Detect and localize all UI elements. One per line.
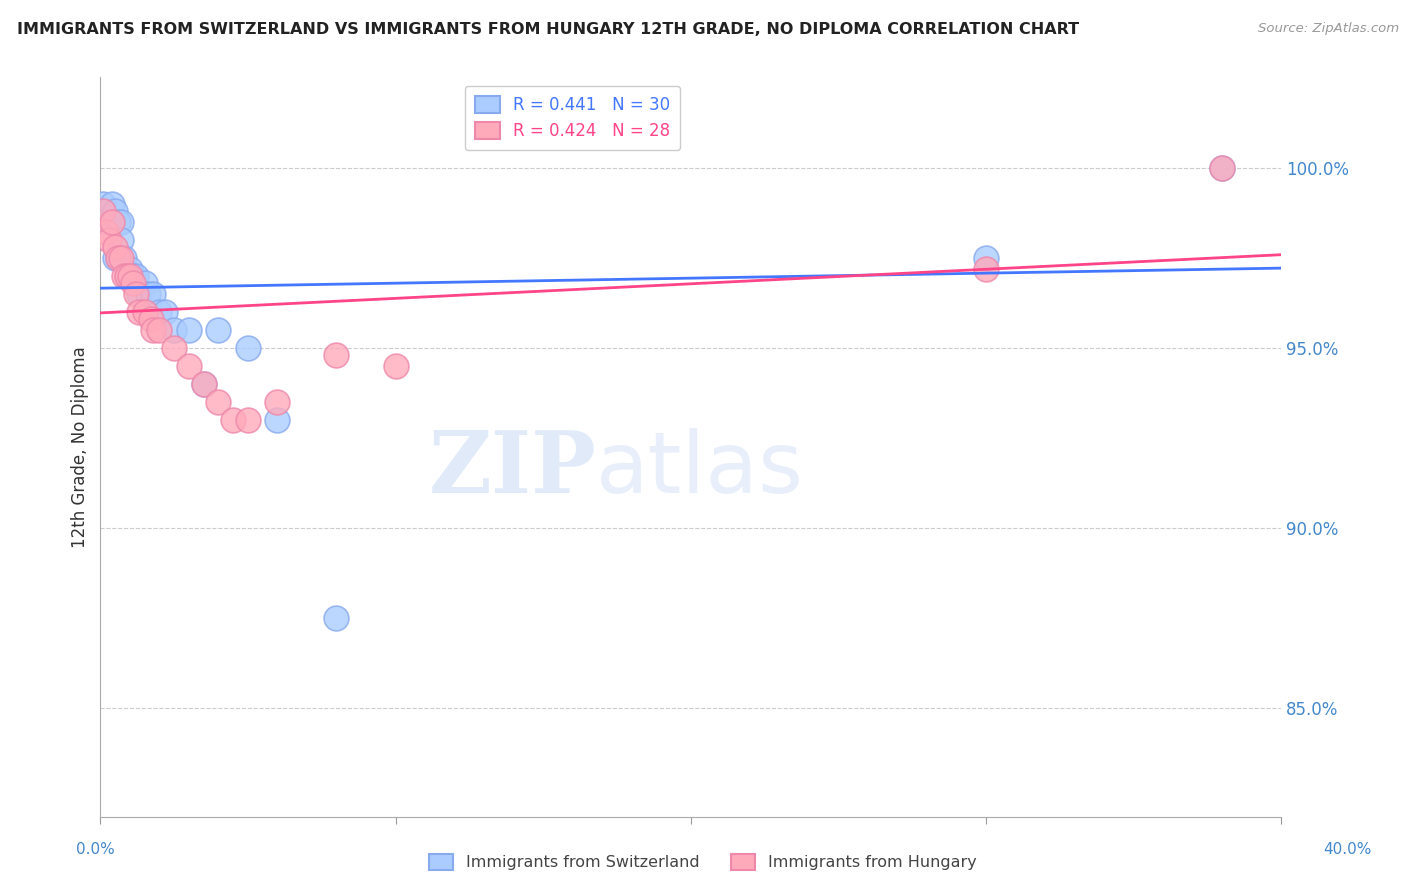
Text: 0.0%: 0.0% xyxy=(76,842,115,856)
Point xyxy=(110,233,132,247)
Point xyxy=(193,376,215,391)
Point xyxy=(107,251,129,265)
Point xyxy=(121,276,143,290)
Point xyxy=(134,276,156,290)
Point xyxy=(266,413,288,427)
Legend: Immigrants from Switzerland, Immigrants from Hungary: Immigrants from Switzerland, Immigrants … xyxy=(423,847,983,877)
Point xyxy=(125,268,148,283)
Point xyxy=(974,261,997,276)
Point xyxy=(163,323,186,337)
Point xyxy=(91,203,114,218)
Point xyxy=(142,286,165,301)
Point xyxy=(96,226,118,240)
Point xyxy=(325,348,347,362)
Point xyxy=(104,251,127,265)
Point xyxy=(155,305,177,319)
Text: 40.0%: 40.0% xyxy=(1323,842,1371,856)
Point xyxy=(115,268,138,283)
Point xyxy=(142,323,165,337)
Point xyxy=(107,214,129,228)
Point xyxy=(236,341,259,355)
Point xyxy=(148,305,170,319)
Point xyxy=(98,233,121,247)
Point xyxy=(193,376,215,391)
Point xyxy=(163,341,186,355)
Point xyxy=(107,251,129,265)
Point xyxy=(1211,161,1233,175)
Point xyxy=(110,214,132,228)
Point xyxy=(177,323,200,337)
Y-axis label: 12th Grade, No Diploma: 12th Grade, No Diploma xyxy=(72,346,89,548)
Point xyxy=(101,196,124,211)
Point xyxy=(110,251,132,265)
Point xyxy=(148,323,170,337)
Text: ZIP: ZIP xyxy=(429,427,596,511)
Point xyxy=(118,268,141,283)
Point xyxy=(112,268,135,283)
Point xyxy=(136,286,159,301)
Point xyxy=(104,240,127,254)
Text: Source: ZipAtlas.com: Source: ZipAtlas.com xyxy=(1258,22,1399,36)
Point xyxy=(121,268,143,283)
Point xyxy=(91,196,114,211)
Point xyxy=(104,203,127,218)
Point xyxy=(325,611,347,625)
Point xyxy=(266,395,288,409)
Point xyxy=(112,251,135,265)
Point xyxy=(1211,161,1233,175)
Point xyxy=(96,214,118,228)
Text: atlas: atlas xyxy=(596,427,804,510)
Point xyxy=(974,251,997,265)
Legend: R = 0.441   N = 30, R = 0.424   N = 28: R = 0.441 N = 30, R = 0.424 N = 28 xyxy=(465,86,681,151)
Point xyxy=(207,395,229,409)
Point xyxy=(101,214,124,228)
Point xyxy=(115,268,138,283)
Point xyxy=(134,305,156,319)
Point xyxy=(177,359,200,373)
Point xyxy=(236,413,259,427)
Point xyxy=(207,323,229,337)
Point xyxy=(384,359,406,373)
Point xyxy=(118,261,141,276)
Point xyxy=(128,305,150,319)
Point xyxy=(139,312,162,326)
Point xyxy=(125,286,148,301)
Point xyxy=(128,286,150,301)
Point xyxy=(98,214,121,228)
Point xyxy=(222,413,245,427)
Text: IMMIGRANTS FROM SWITZERLAND VS IMMIGRANTS FROM HUNGARY 12TH GRADE, NO DIPLOMA CO: IMMIGRANTS FROM SWITZERLAND VS IMMIGRANT… xyxy=(17,22,1078,37)
